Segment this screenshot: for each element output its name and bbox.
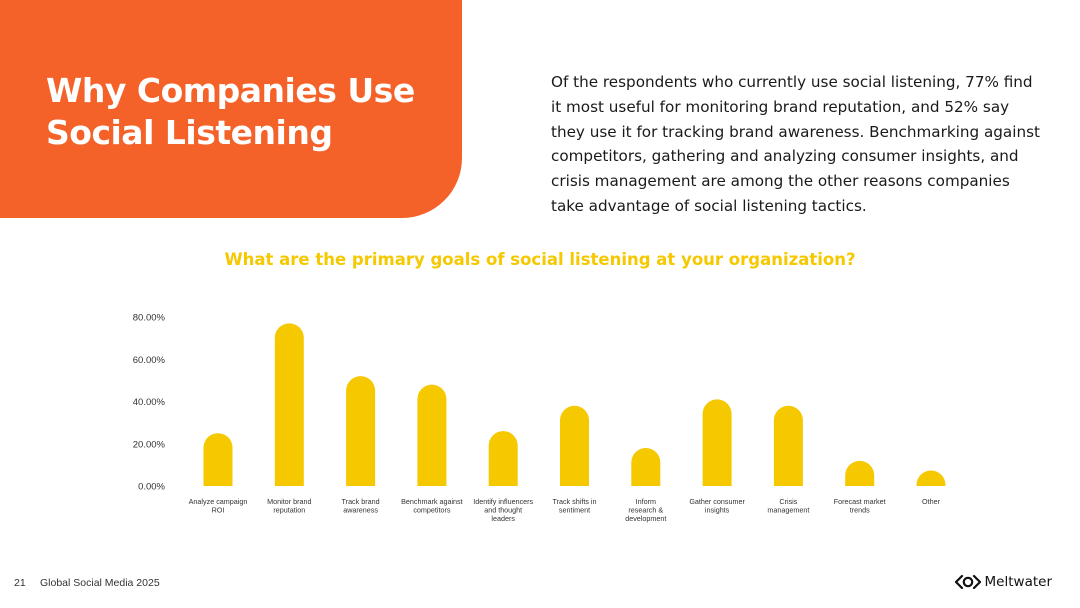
x-tick-label: Monitor brand reputation [267, 497, 311, 515]
bar [203, 433, 233, 486]
x-tick-label: Analyze campaign ROI [189, 497, 248, 515]
bar [845, 460, 875, 486]
y-tick-label: 40.00% [133, 397, 166, 408]
x-tick-label: Identify influencers and thought leaders [473, 497, 533, 523]
x-tick-label: Inform research & development [625, 497, 666, 523]
bar [488, 431, 518, 486]
x-tick-label: Benchmark against competitors [401, 497, 463, 515]
y-tick-label: 80.00% [133, 313, 166, 324]
x-tick-label: Gather consumer insights [689, 497, 745, 515]
x-tick-label: Track brand awareness [342, 497, 380, 515]
chart-title: What are the primary goals of social lis… [224, 250, 856, 269]
bar [916, 470, 946, 486]
y-tick-label: 20.00% [133, 439, 166, 450]
brand-name: Meltwater [984, 574, 1052, 590]
title-panel [0, 0, 462, 218]
summary-paragraph: Of the respondents who currently use soc… [551, 73, 1040, 215]
page-title-line-2: Social Listening [46, 113, 333, 152]
page-title: Why Companies Use Social Listening [46, 70, 446, 154]
bar [417, 384, 447, 486]
bar [773, 405, 803, 486]
x-tick-label: Crisis management [767, 497, 809, 515]
bar [274, 323, 304, 486]
page-title-line-1: Why Companies Use [46, 71, 415, 110]
y-axis: 0.00% 20.00% 40.00% 60.00% 80.00% [133, 313, 166, 493]
bar [346, 376, 376, 486]
meltwater-logo-icon [954, 575, 981, 589]
bar [631, 447, 661, 486]
x-tick-label: Track shifts in sentiment [552, 497, 596, 515]
x-tick-label: Other [922, 497, 941, 506]
y-tick-label: 0.00% [138, 482, 165, 493]
y-tick-label: 60.00% [133, 355, 166, 366]
bars [203, 323, 946, 486]
page-number: 21 [14, 577, 26, 589]
x-tick-label: Forecast market trends [834, 497, 886, 515]
bar [560, 405, 589, 486]
brand-logo: Meltwater [954, 574, 1052, 590]
footer-report-name: Global Social Media 2025 [40, 577, 160, 589]
bar [702, 399, 732, 486]
x-axis: Analyze campaign ROI Monitor brand reputati… [189, 497, 941, 523]
